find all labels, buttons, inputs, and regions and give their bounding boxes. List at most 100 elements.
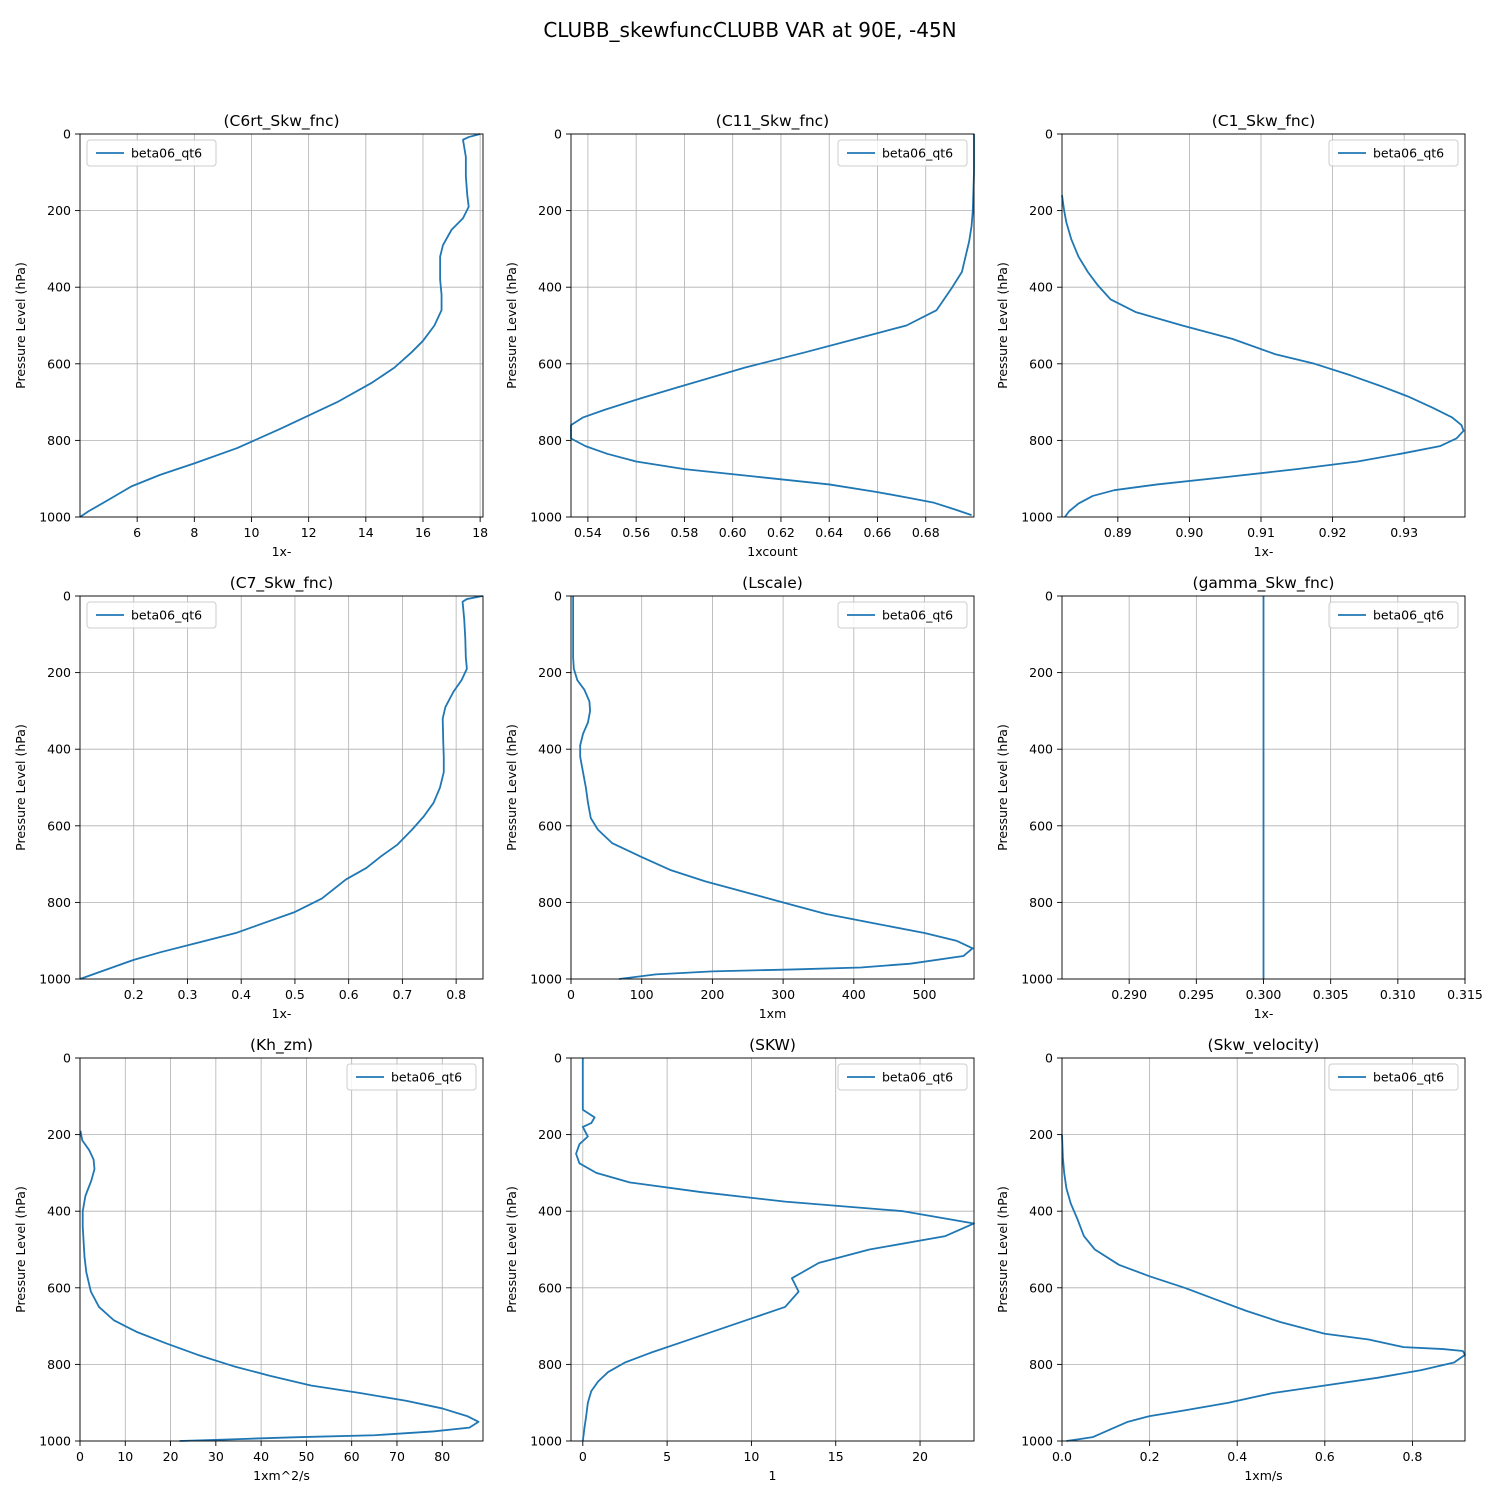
- x-tick-label: 20: [912, 1449, 928, 1464]
- subplot-title: (SKW): [749, 1036, 796, 1054]
- y-tick-label: 600: [1029, 818, 1053, 833]
- y-tick-label: 0: [63, 1051, 71, 1066]
- x-axis-label: 1xcount: [747, 544, 797, 559]
- legend-box: [837, 139, 968, 167]
- y-tick-label: 800: [538, 895, 562, 910]
- x-tick-label: 0.54: [574, 525, 602, 540]
- series-line: [575, 1058, 975, 1442]
- plot-frame: [570, 1057, 975, 1442]
- y-tick-label: 800: [1029, 433, 1053, 448]
- subplot-2: 0.89 0.90 0.91 0.92 0.93 0 200 400 600 800 1000 (C1…: [995, 112, 1466, 559]
- x-tick-label: 0.66: [864, 525, 892, 540]
- x-tick-label: 16: [415, 525, 431, 540]
- x-axis-label: 1x-: [1254, 1006, 1274, 1021]
- x-tick-label: 0.6: [339, 987, 359, 1002]
- x-tick-label: 0: [567, 987, 575, 1002]
- legend: beta06_qt6: [86, 139, 217, 167]
- series-line: [79, 595, 483, 980]
- x-tick-label: 0.300: [1246, 987, 1282, 1002]
- subplot-title: (C11_Skw_fnc): [716, 112, 829, 131]
- subplot-6: 0 10 20 30 40 50 60 70 8002004006008001000(Kh_zm…: [13, 1036, 484, 1483]
- x-tick-label: 0.89: [1104, 525, 1132, 540]
- x-tick-label: 0.295: [1178, 987, 1214, 1002]
- y-tick-label: 600: [538, 818, 562, 833]
- legend-label: beta06_qt6: [131, 146, 202, 161]
- y-axis-label: Pressure Level (hPa): [13, 724, 28, 851]
- subplot-title: (C6rt_Skw_fnc): [223, 112, 339, 131]
- legend: beta06_qt6: [837, 601, 968, 629]
- x-tick-label: 60: [344, 1449, 360, 1464]
- y-axis-label: Pressure Level (hPa): [995, 262, 1010, 389]
- subplot-title: (Skw_velocity): [1208, 1036, 1320, 1055]
- x-axis-label: 1x-: [272, 1006, 292, 1021]
- x-tick-label: 0.58: [670, 525, 698, 540]
- plot-frame: [1061, 1057, 1466, 1442]
- y-tick-label: 800: [47, 895, 71, 910]
- x-tick-label: 0.290: [1111, 987, 1147, 1002]
- series-line: [1061, 1134, 1466, 1442]
- legend-box: [86, 139, 217, 167]
- x-tick-label: 0.5: [285, 987, 305, 1002]
- y-tick-label: 1000: [1021, 972, 1053, 987]
- y-tick-label: 600: [1029, 356, 1053, 371]
- y-tick-label: 0: [1045, 1051, 1053, 1066]
- y-tick-label: 200: [47, 665, 71, 680]
- x-tick-label: 200: [700, 987, 724, 1002]
- y-tick-label: 1000: [39, 972, 71, 987]
- y-tick-label: 600: [538, 1280, 562, 1295]
- legend-box: [837, 1063, 968, 1091]
- y-tick-label: 600: [1029, 1280, 1053, 1295]
- subplot-0: 6 8 10 12 14 16 18 0 200 400 600 800 1000 (C6rt_Skw_f…: [13, 112, 488, 559]
- y-tick-label: 600: [538, 356, 562, 371]
- plot-frame: [1061, 133, 1466, 518]
- x-tick-label: 0.92: [1319, 525, 1347, 540]
- y-tick-label: 0: [1045, 127, 1053, 142]
- y-tick-label: 800: [538, 433, 562, 448]
- series-line: [79, 1130, 480, 1442]
- figure-title: CLUBB_skewfuncCLUBB VAR at 90E, -45N: [543, 18, 956, 42]
- y-tick-label: 400: [47, 280, 71, 295]
- y-tick-label: 400: [1029, 742, 1053, 757]
- x-tick-label: 15: [828, 1449, 844, 1464]
- legend: beta06_qt6: [1328, 139, 1459, 167]
- y-tick-label: 0: [1045, 589, 1053, 604]
- y-tick-label: 200: [47, 203, 71, 218]
- x-tick-label: 0.4: [231, 987, 251, 1002]
- x-tick-label: 100: [630, 987, 654, 1002]
- y-tick-label: 400: [538, 280, 562, 295]
- y-tick-label: 200: [538, 203, 562, 218]
- subplot-1: 0.54 0.56 0.58 0.60 0.62 0.64 0.66 0.68 0 200 400 6…: [504, 112, 975, 559]
- y-tick-label: 1000: [530, 972, 562, 987]
- x-tick-label: 14: [358, 525, 374, 540]
- y-tick-label: 400: [1029, 1204, 1053, 1219]
- legend-label: beta06_qt6: [1373, 1070, 1444, 1085]
- plot-frame: [570, 595, 975, 980]
- legend-label: beta06_qt6: [882, 608, 953, 623]
- legend-box: [837, 601, 968, 629]
- series-line: [570, 134, 975, 516]
- y-axis-label: Pressure Level (hPa): [13, 1186, 28, 1313]
- series-line: [79, 133, 481, 518]
- subplot-8: 0.0 0.2 0.4 0.6 0.8 0 200 400 600 800 1000 (Skw_vel…: [995, 1036, 1466, 1483]
- y-tick-label: 0: [554, 127, 562, 142]
- x-tick-label: 0.60: [719, 525, 747, 540]
- y-axis-label: Pressure Level (hPa): [504, 262, 519, 389]
- y-tick-label: 400: [538, 742, 562, 757]
- legend-box: [1328, 139, 1459, 167]
- x-tick-label: 6: [133, 525, 141, 540]
- x-tick-label: 0.68: [912, 525, 940, 540]
- series-line: [1061, 195, 1465, 518]
- y-axis-label: Pressure Level (hPa): [504, 724, 519, 851]
- legend: beta06_qt6: [1328, 601, 1459, 629]
- x-tick-label: 10: [117, 1449, 133, 1464]
- plot-frame: [79, 1057, 484, 1442]
- x-tick-label: 50: [298, 1449, 314, 1464]
- y-tick-label: 400: [47, 1204, 71, 1219]
- plot-frame: [570, 133, 975, 518]
- legend-box: [1328, 1063, 1459, 1091]
- x-tick-label: 0.6: [1315, 1449, 1335, 1464]
- x-tick-label: 0.3: [178, 987, 198, 1002]
- legend: beta06_qt6: [837, 1063, 968, 1091]
- y-tick-label: 200: [538, 665, 562, 680]
- series-line: [572, 596, 974, 980]
